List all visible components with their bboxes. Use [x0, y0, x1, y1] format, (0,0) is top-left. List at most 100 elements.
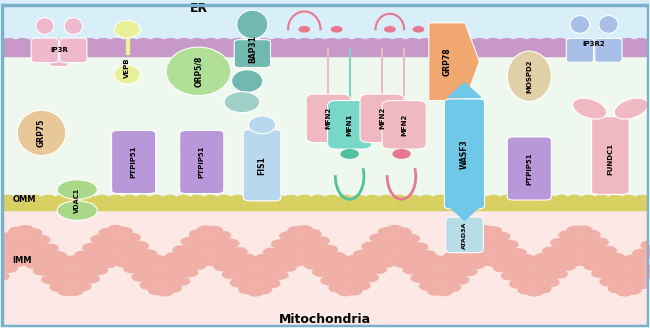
Circle shape	[112, 159, 124, 165]
Circle shape	[107, 245, 124, 253]
Circle shape	[452, 264, 469, 272]
Text: VDAC1: VDAC1	[74, 188, 80, 214]
Circle shape	[216, 39, 233, 47]
Ellipse shape	[614, 98, 648, 119]
Circle shape	[419, 262, 436, 271]
Circle shape	[181, 269, 198, 277]
Circle shape	[469, 241, 485, 249]
Circle shape	[206, 257, 222, 266]
Circle shape	[329, 264, 346, 273]
Circle shape	[534, 254, 551, 262]
Circle shape	[452, 276, 469, 284]
Circle shape	[391, 39, 408, 47]
Circle shape	[411, 255, 428, 263]
Circle shape	[55, 202, 69, 210]
Circle shape	[566, 39, 582, 47]
Circle shape	[473, 202, 488, 210]
Circle shape	[541, 195, 555, 202]
Circle shape	[298, 202, 312, 210]
Circle shape	[526, 288, 543, 296]
Circle shape	[296, 47, 313, 55]
Circle shape	[270, 47, 287, 55]
Circle shape	[157, 288, 173, 296]
Circle shape	[206, 226, 222, 235]
Circle shape	[190, 250, 206, 257]
Ellipse shape	[231, 70, 263, 92]
Circle shape	[25, 248, 42, 256]
Circle shape	[173, 258, 190, 266]
Circle shape	[584, 250, 600, 258]
Circle shape	[493, 244, 510, 252]
Circle shape	[81, 47, 98, 55]
Text: VEPB: VEPB	[124, 58, 130, 78]
Circle shape	[1, 245, 17, 253]
Circle shape	[471, 47, 488, 55]
Circle shape	[431, 39, 448, 47]
Circle shape	[222, 270, 239, 278]
Circle shape	[487, 195, 501, 202]
Circle shape	[471, 39, 488, 47]
Circle shape	[270, 39, 287, 47]
Circle shape	[592, 250, 608, 258]
Circle shape	[124, 265, 140, 273]
Circle shape	[284, 202, 298, 210]
Circle shape	[99, 240, 116, 248]
Circle shape	[444, 47, 461, 55]
Circle shape	[91, 255, 107, 263]
Circle shape	[395, 248, 411, 256]
Circle shape	[304, 261, 321, 269]
Circle shape	[469, 249, 485, 257]
Circle shape	[283, 39, 300, 47]
Circle shape	[635, 195, 649, 202]
Circle shape	[28, 195, 42, 202]
Circle shape	[173, 265, 190, 274]
Circle shape	[25, 240, 42, 249]
Circle shape	[518, 286, 534, 294]
Circle shape	[311, 202, 326, 210]
Circle shape	[477, 226, 493, 234]
Circle shape	[17, 226, 34, 234]
Circle shape	[216, 202, 231, 210]
Circle shape	[460, 202, 474, 210]
Ellipse shape	[573, 98, 606, 119]
Circle shape	[575, 238, 592, 246]
Circle shape	[272, 259, 288, 268]
Bar	[1, 43, 649, 47]
Circle shape	[247, 257, 263, 265]
Circle shape	[534, 285, 551, 293]
Circle shape	[518, 255, 534, 263]
Circle shape	[68, 39, 84, 47]
Circle shape	[600, 266, 616, 274]
Text: IP3R: IP3R	[50, 47, 68, 53]
Circle shape	[403, 235, 419, 243]
Circle shape	[180, 181, 192, 187]
Circle shape	[162, 195, 177, 202]
Circle shape	[1, 264, 17, 272]
Circle shape	[242, 47, 259, 55]
Circle shape	[124, 253, 140, 261]
Circle shape	[403, 246, 419, 255]
FancyBboxPatch shape	[592, 117, 629, 195]
Circle shape	[34, 267, 50, 275]
Circle shape	[304, 249, 321, 257]
Circle shape	[337, 256, 354, 265]
Circle shape	[244, 202, 258, 210]
Circle shape	[42, 275, 58, 283]
Circle shape	[162, 202, 177, 210]
Circle shape	[625, 267, 641, 275]
Circle shape	[498, 47, 515, 55]
Circle shape	[508, 176, 519, 182]
Ellipse shape	[36, 18, 54, 34]
Circle shape	[203, 202, 217, 210]
Circle shape	[280, 232, 296, 240]
Circle shape	[14, 202, 29, 210]
Circle shape	[534, 265, 551, 274]
Circle shape	[214, 262, 231, 271]
Circle shape	[525, 47, 541, 55]
Circle shape	[198, 257, 214, 265]
Circle shape	[378, 202, 393, 210]
Text: BAP31: BAP31	[248, 35, 257, 63]
Circle shape	[567, 195, 582, 202]
FancyBboxPatch shape	[595, 38, 622, 62]
Circle shape	[149, 195, 163, 202]
